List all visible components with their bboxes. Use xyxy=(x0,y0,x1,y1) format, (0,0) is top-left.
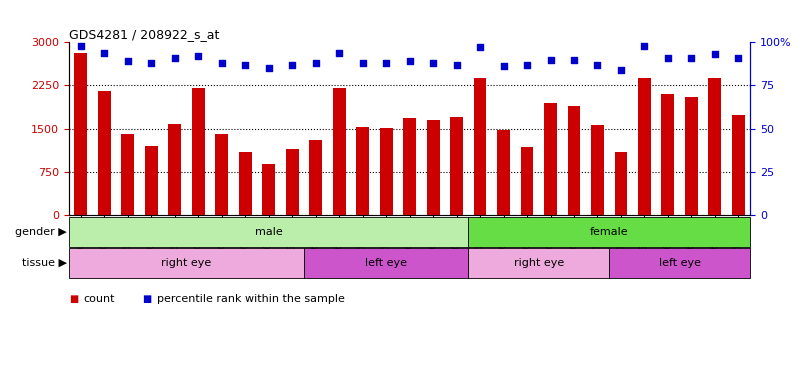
Bar xyxy=(121,134,134,215)
Point xyxy=(685,55,698,61)
Bar xyxy=(144,146,157,215)
Point xyxy=(732,55,745,61)
Point xyxy=(168,55,181,61)
Text: male: male xyxy=(255,227,282,237)
Bar xyxy=(69,248,304,278)
Point xyxy=(380,60,393,66)
Bar xyxy=(69,217,468,247)
Point xyxy=(662,55,675,61)
Bar xyxy=(168,124,181,215)
Point xyxy=(638,43,651,49)
Text: female: female xyxy=(590,227,629,237)
Point xyxy=(474,44,487,50)
Bar xyxy=(591,125,604,215)
Text: GDS4281 / 208922_s_at: GDS4281 / 208922_s_at xyxy=(69,28,219,41)
Bar xyxy=(380,128,393,215)
Text: ■: ■ xyxy=(142,294,151,304)
Bar xyxy=(285,149,298,215)
Bar xyxy=(732,115,744,215)
Point xyxy=(450,62,463,68)
Bar xyxy=(609,248,750,278)
Bar xyxy=(191,88,204,215)
Bar xyxy=(497,130,510,215)
Point xyxy=(333,50,345,56)
Bar xyxy=(544,103,557,215)
Text: count: count xyxy=(84,294,115,304)
Text: right eye: right eye xyxy=(161,258,212,268)
Text: gender ▶: gender ▶ xyxy=(15,227,67,237)
Bar xyxy=(685,97,698,215)
Point xyxy=(238,62,251,68)
Bar xyxy=(709,78,722,215)
Bar xyxy=(309,140,322,215)
Point xyxy=(521,62,534,68)
Bar xyxy=(75,53,87,215)
Text: right eye: right eye xyxy=(513,258,564,268)
Bar xyxy=(356,127,369,215)
Bar xyxy=(403,118,416,215)
Bar xyxy=(468,217,750,247)
Point xyxy=(568,56,581,63)
Point xyxy=(544,56,557,63)
Bar xyxy=(638,78,651,215)
Bar xyxy=(262,164,275,215)
Bar xyxy=(474,78,487,215)
Bar xyxy=(521,147,534,215)
Bar xyxy=(333,88,345,215)
Bar xyxy=(304,248,468,278)
Text: ■: ■ xyxy=(69,294,78,304)
Point xyxy=(121,58,134,65)
Point xyxy=(285,62,298,68)
Bar xyxy=(568,106,581,215)
Point xyxy=(403,58,416,65)
Point xyxy=(74,43,87,49)
Point xyxy=(497,63,510,70)
Point xyxy=(97,50,110,56)
Bar xyxy=(215,134,228,215)
Bar xyxy=(97,91,110,215)
Point xyxy=(356,60,369,66)
Bar xyxy=(450,117,463,215)
Point xyxy=(591,62,604,68)
Point xyxy=(215,60,228,66)
Point xyxy=(427,60,440,66)
Point xyxy=(309,60,322,66)
Bar xyxy=(662,94,675,215)
Point xyxy=(144,60,157,66)
Bar xyxy=(468,248,609,278)
Text: tissue ▶: tissue ▶ xyxy=(22,258,67,268)
Text: left eye: left eye xyxy=(365,258,407,268)
Bar xyxy=(427,120,440,215)
Point xyxy=(191,53,204,59)
Bar xyxy=(238,152,251,215)
Text: percentile rank within the sample: percentile rank within the sample xyxy=(157,294,345,304)
Point xyxy=(709,51,722,58)
Text: left eye: left eye xyxy=(659,258,701,268)
Bar xyxy=(615,152,628,215)
Point xyxy=(262,65,275,71)
Point xyxy=(615,67,628,73)
